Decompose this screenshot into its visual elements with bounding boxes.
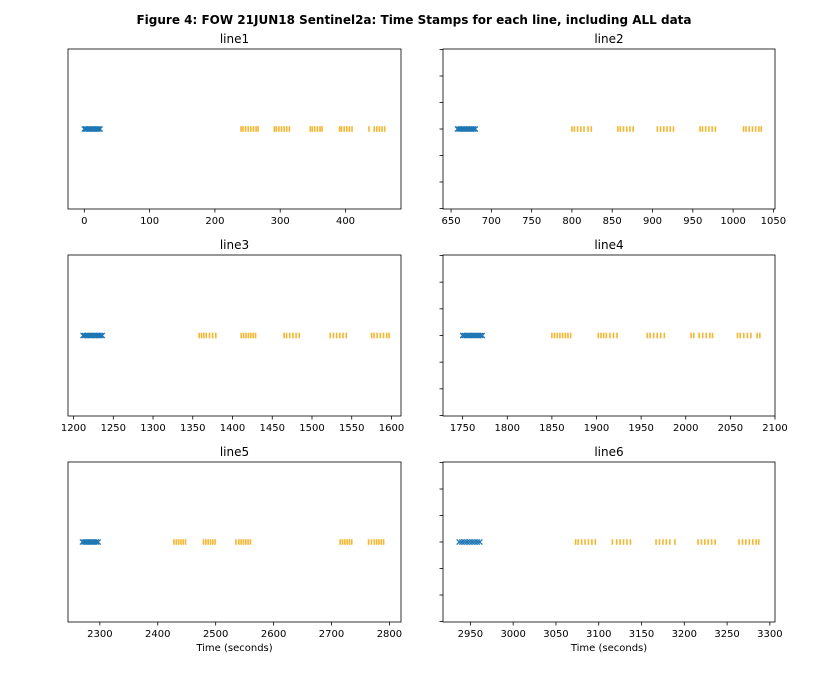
data-point-x [95,125,102,133]
axes-frame [67,461,402,623]
x-tick-label: 1500 [299,423,324,434]
x-tick-label: 2800 [377,629,402,640]
data-point-x [97,332,104,339]
x-tick-label: 750 [522,216,541,227]
data-point-x [99,332,106,339]
series-orange [198,332,390,339]
x-tick-label: 2100 [762,423,787,434]
series-orange [173,539,385,545]
subplot-title: line5 [220,445,249,459]
x-tick-label: 2050 [718,423,743,434]
axes-frame [442,254,776,417]
x-tick-label: 650 [442,216,461,227]
subplot-title: line3 [220,238,249,252]
x-tick-label: 200 [205,216,224,227]
subplot-5: line5 2300 2400 2500 2600 2700 2800 Time (secon… [67,445,402,654]
series-orange [574,539,760,545]
x-tick-label: 3100 [586,629,611,640]
x-tick-label: 1750 [450,423,475,434]
x-tick-label: 1250 [101,423,126,434]
x-tick-label: 3250 [714,629,739,640]
x-tick-label: 2600 [261,629,286,640]
x-tick-label: 100 [140,216,159,227]
x-tick-label: 300 [271,216,290,227]
data-point-x [477,332,484,339]
x-tick-label: 800 [562,216,581,227]
series-blue [79,538,102,546]
series-blue [459,332,486,339]
x-tick-label: 1050 [761,216,786,227]
x-tick-label: 3200 [672,629,697,640]
axes-frame [442,461,776,623]
series-orange [240,126,386,132]
x-tick-label: 2950 [458,629,483,640]
series-blue [81,125,104,133]
subplot-3: line3 1200 1250 1300 1350 1400 1450 1500 1550 160… [61,238,404,434]
x-tick-label: 1000 [720,216,745,227]
x-tick-label: 3050 [543,629,568,640]
x-tick-label: 950 [683,216,702,227]
data-point-x [93,538,100,546]
x-tick-label: 2500 [203,629,228,640]
axes-frame [67,254,402,417]
x-tick-label: 3300 [757,629,782,640]
subplot-title: line1 [220,32,249,46]
x-tick-label: 2300 [87,629,112,640]
x-tick-label: 1900 [584,423,609,434]
x-tick-label: 1200 [61,423,86,434]
data-point-x [96,125,104,133]
x-tick-label: 1850 [539,423,564,434]
axes-frame [67,48,402,210]
subplot-2: line2 650 700 750 800 850 900 950 1000 1050 [439,32,786,227]
subplot-6: line6 2950 3000 3050 3100 3150 3200 3250 3300 Tim… [439,445,783,654]
subplot-1: line1 0 100 200 300 400 [67,32,402,227]
data-point-x [470,125,477,133]
x-tick-label: 1450 [260,423,285,434]
subplot-title: line6 [594,445,623,459]
x-tick-label: 0 [81,216,87,227]
x-tick-label: 3150 [629,629,654,640]
series-blue [454,125,479,133]
data-point-x [95,538,102,546]
figure-title: Figure 4: FOW 21JUN18 Sentinel2a: Time S… [136,13,691,27]
subplot-4: line4 1750 1800 1850 1900 1950 2000 2050 2100 [439,238,788,434]
series-blue [456,538,483,546]
x-tick-label: 900 [643,216,662,227]
series-orange [571,126,763,132]
x-tick-label: 700 [482,216,501,227]
x-tick-label: 1800 [495,423,520,434]
subplot-grid: line1 0 100 200 300 400 line2 650 700 750 800 850 90… [61,32,788,654]
series-orange [551,332,761,339]
x-tick-label: 1350 [180,423,205,434]
subplot-title: line2 [594,32,623,46]
x-tick-label: 2400 [145,629,170,640]
x-tick-label: 1300 [140,423,165,434]
x-tick-label: 3000 [500,629,525,640]
x-tick-label: 1600 [379,423,404,434]
x-axis-label: Time (seconds) [570,643,647,654]
axes-frame [442,48,776,210]
data-point-x [479,332,486,339]
x-tick-label: 1550 [339,423,364,434]
subplot-title: line4 [594,238,623,252]
data-point-x [476,538,483,546]
x-tick-label: 2700 [319,629,344,640]
x-tick-label: 850 [603,216,622,227]
x-axis-label: Time (seconds) [195,643,272,654]
x-tick-label: 1400 [220,423,245,434]
x-tick-label: 1950 [628,423,653,434]
series-blue [80,332,106,339]
data-point-x [472,125,479,133]
x-tick-label: 400 [336,216,355,227]
x-tick-label: 2000 [673,423,698,434]
